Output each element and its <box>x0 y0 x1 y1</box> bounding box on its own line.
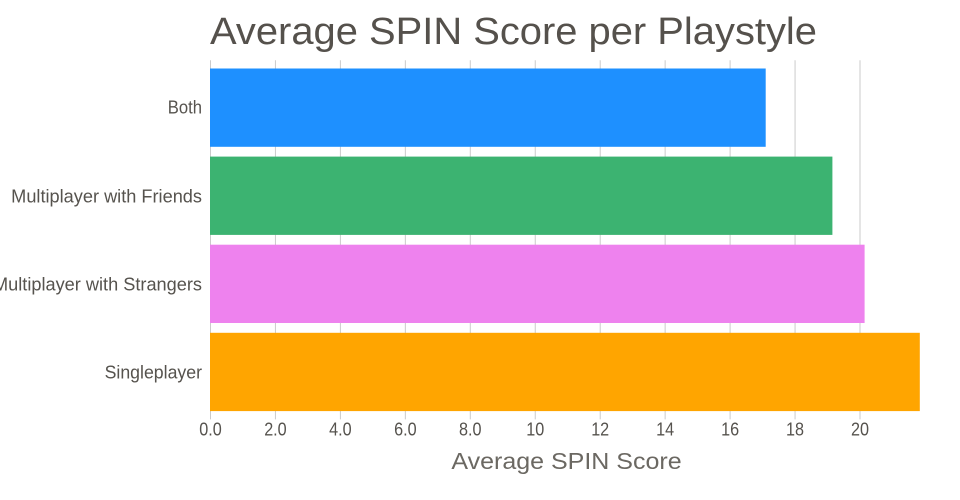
svg-text:Singleplayer: Singleplayer <box>105 362 202 382</box>
svg-text:2.0: 2.0 <box>264 419 287 439</box>
svg-text:10: 10 <box>526 419 544 439</box>
svg-text:18: 18 <box>786 419 804 439</box>
svg-text:Multiplayer with Friends: Multiplayer with Friends <box>11 186 202 206</box>
svg-text:4.0: 4.0 <box>329 419 352 439</box>
svg-text:0.0: 0.0 <box>199 419 222 439</box>
svg-text:20: 20 <box>851 419 869 439</box>
svg-text:12: 12 <box>591 419 609 439</box>
svg-text:14: 14 <box>656 419 674 439</box>
svg-text:8.0: 8.0 <box>459 419 482 439</box>
svg-text:6.0: 6.0 <box>394 419 417 439</box>
svg-text:Average SPIN Score per Playsty: Average SPIN Score per Playstyle <box>210 10 817 53</box>
svg-text:Average SPIN Score: Average SPIN Score <box>451 448 681 474</box>
svg-text:Both: Both <box>168 98 202 118</box>
svg-text:16: 16 <box>721 419 739 439</box>
svg-text:Multiplayer with Strangers: Multiplayer with Strangers <box>0 274 202 294</box>
